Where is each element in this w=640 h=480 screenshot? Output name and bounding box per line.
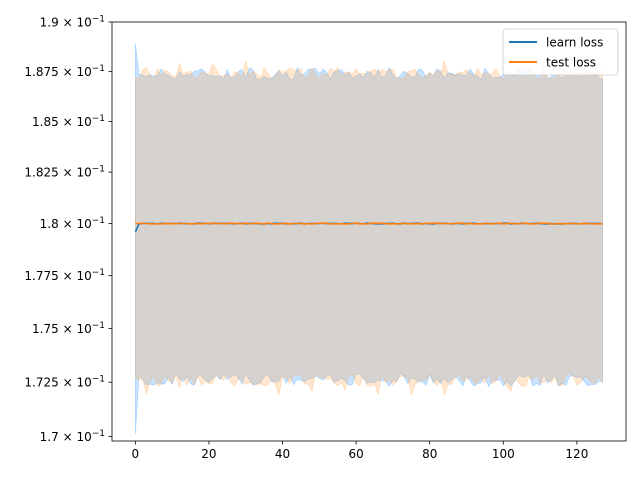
y-tick-label: 1.775 × 10−1 [24,268,105,283]
band-learn-loss [135,43,603,435]
x-tick-label: 20 [201,447,216,461]
legend: learn loss test loss [502,28,619,76]
y-tick-label: 1.7 × 10−1 [40,429,105,444]
x-tick-label: 0 [132,447,140,461]
y-axis-ticks: 1.7 × 10−1 1.725 × 10−1 1.75 × 10−1 1.775 ×… [24,15,112,444]
y-tick-label: 1.8 × 10−1 [40,216,105,231]
legend-label: learn loss [546,36,603,50]
y-tick-label: 1.725 × 10−1 [24,375,105,390]
y-tick-label: 1.85 × 10−1 [32,114,105,129]
legend-box [502,28,619,76]
x-tick-label: 100 [492,447,515,461]
line-test-loss [135,222,603,225]
x-tick-label: 80 [422,447,437,461]
y-tick-label: 1.75 × 10−1 [32,321,105,336]
x-tick-label: 60 [348,447,363,461]
y-tick-label: 1.875 × 10−1 [24,64,105,79]
series-lines [134,222,603,233]
x-tick-label: 40 [275,447,290,461]
x-tick-label: 120 [565,447,588,461]
band-test-loss [135,59,603,397]
plot-frame [111,21,627,442]
y-tick-label: 1.825 × 10−1 [24,165,105,180]
x-axis-ticks: 0 20 40 60 80 100 120 [132,441,588,461]
legend-label: test loss [546,56,596,70]
y-tick-label: 1.9 × 10−1 [40,15,105,30]
confidence-bands [135,43,603,435]
